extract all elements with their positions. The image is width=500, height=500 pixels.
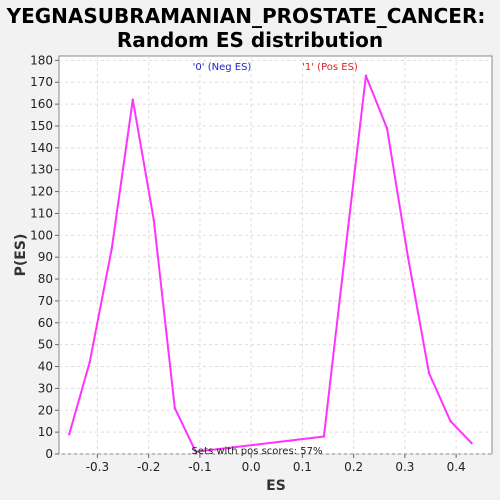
data-point	[68, 433, 71, 436]
data-point	[427, 371, 431, 375]
x-tick-label: -0.3	[86, 460, 109, 474]
data-point	[385, 126, 389, 130]
y-tick-label: 50	[38, 338, 53, 352]
x-tick-label: -0.2	[137, 460, 160, 474]
y-tick-label: 140	[30, 141, 53, 155]
x-tick-label: 0.2	[344, 460, 363, 474]
data-point	[194, 450, 198, 454]
y-tick-label: 130	[30, 163, 53, 177]
data-point	[364, 74, 368, 77]
y-tick-label: 160	[30, 97, 53, 111]
y-tick-label: 90	[38, 250, 53, 264]
y-tick-label: 30	[38, 381, 53, 395]
data-point	[110, 247, 113, 250]
data-point	[470, 441, 473, 445]
chart-title-line-2: Random ES distribution	[117, 28, 383, 52]
data-point	[173, 406, 177, 410]
data-point	[343, 253, 347, 257]
data-point	[88, 360, 91, 364]
x-tick-label: 0.1	[293, 460, 312, 474]
y-tick-label: 0	[45, 447, 53, 461]
legend-pos-es: '1' (Pos ES)	[302, 62, 358, 73]
y-tick-label: 150	[30, 119, 53, 133]
chart-title-line-1: YEGNASUBRAMANIAN_PROSTATE_CANCER:	[6, 4, 486, 28]
grid-lines	[59, 56, 492, 455]
data-point	[131, 98, 134, 101]
y-tick-label: 120	[30, 185, 53, 199]
y-tick-label: 180	[30, 53, 53, 67]
x-tick-label: -0.1	[188, 460, 211, 474]
data-point	[449, 419, 452, 423]
x-axis-title: ES	[266, 478, 286, 494]
x-tick-label: 0.4	[447, 460, 466, 474]
data-point	[322, 435, 326, 438]
data-point	[152, 218, 155, 222]
axes: 0 10 20 30 40 50 60 70 80 90 100 110 120 130 140 150 160…	[30, 53, 466, 474]
x-tick-label: 0.0	[242, 460, 261, 474]
y-tick-label: 170	[30, 75, 53, 89]
y-tick-label: 10	[38, 425, 53, 439]
y-tick-label: 20	[38, 403, 53, 417]
y-tick-label: 70	[38, 294, 53, 308]
plot-area	[58, 55, 493, 455]
y-axis-title: P(ES)	[13, 234, 29, 277]
y-tick-label: 100	[30, 228, 53, 242]
legend-neg-es: '0' (Neg ES)	[193, 62, 252, 73]
y-tick-label: 80	[38, 272, 53, 286]
data-point	[406, 255, 410, 259]
series-group	[68, 74, 473, 454]
y-tick-label: 40	[38, 360, 53, 374]
y-tick-label: 60	[38, 316, 53, 330]
x-tick-label: 0.3	[395, 460, 414, 474]
pos-scores-annotation: Sets with pos scores: 57%	[192, 446, 323, 457]
y-tick-label: 110	[30, 206, 53, 220]
